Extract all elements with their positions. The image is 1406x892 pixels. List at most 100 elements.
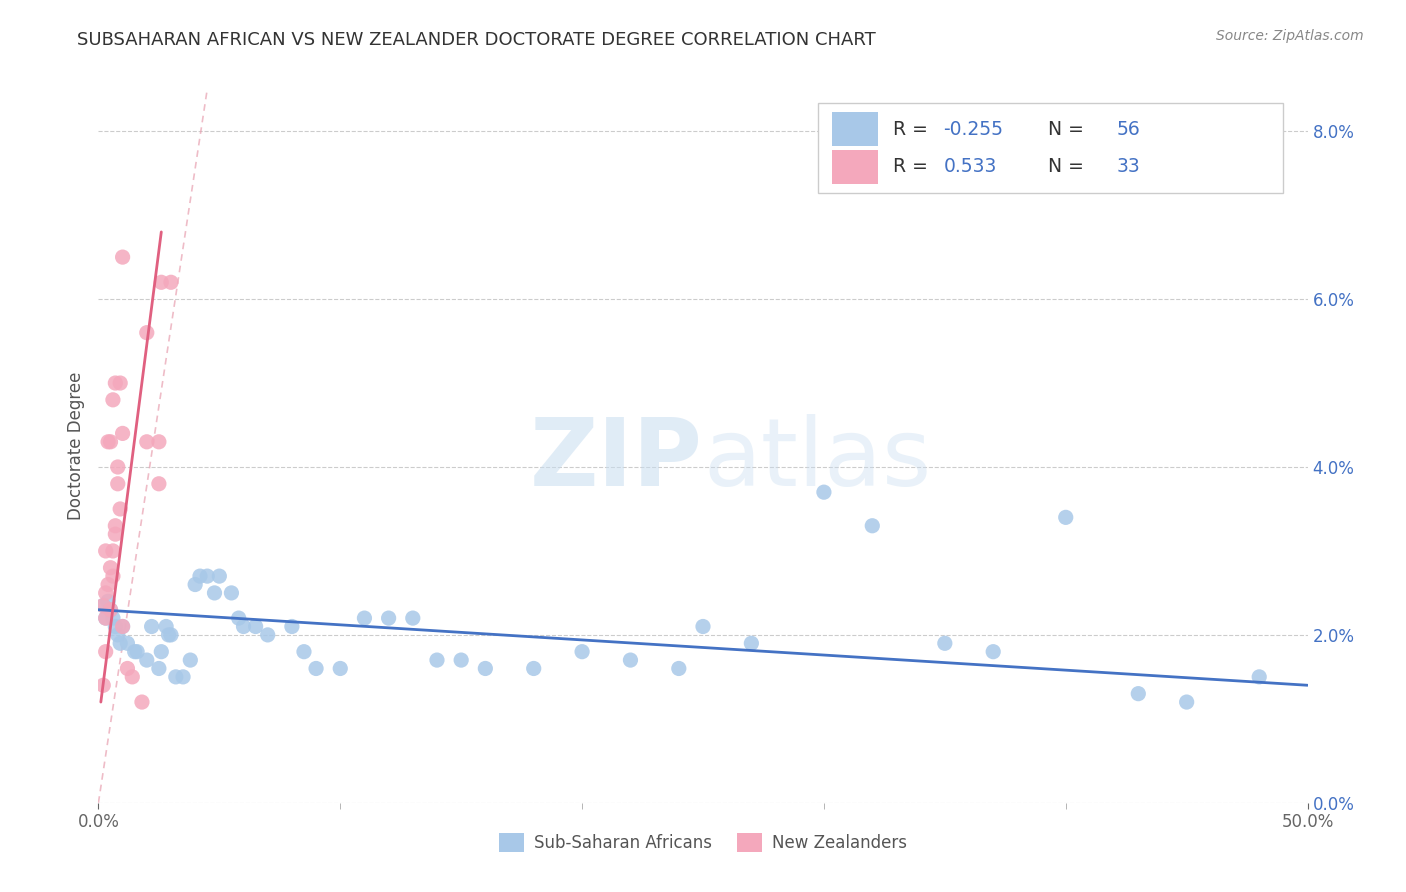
Point — [740, 636, 762, 650]
Text: 33: 33 — [1116, 158, 1140, 177]
Point — [208, 569, 231, 583]
Point — [101, 611, 124, 625]
Point — [245, 619, 267, 633]
Point — [117, 636, 139, 650]
Point — [813, 485, 835, 500]
Point — [981, 645, 1004, 659]
Point — [150, 645, 173, 659]
Point — [127, 645, 149, 659]
Point — [100, 560, 122, 574]
Y-axis label: Doctorate Degree: Doctorate Degree — [66, 372, 84, 520]
Text: SUBSAHARAN AFRICAN VS NEW ZEALANDER DOCTORATE DEGREE CORRELATION CHART: SUBSAHARAN AFRICAN VS NEW ZEALANDER DOCT… — [77, 31, 876, 49]
Point — [121, 670, 143, 684]
Point — [91, 678, 114, 692]
Point — [165, 670, 187, 684]
Point — [111, 426, 134, 441]
Point — [94, 544, 117, 558]
Point — [104, 527, 127, 541]
Point — [141, 619, 163, 633]
Point — [292, 645, 315, 659]
Point — [188, 569, 211, 583]
Point — [135, 434, 157, 449]
Point — [107, 476, 129, 491]
Point — [571, 645, 593, 659]
Point — [100, 434, 122, 449]
Point — [1128, 687, 1150, 701]
Point — [353, 611, 375, 625]
Point — [692, 619, 714, 633]
Point — [94, 611, 117, 625]
Point — [860, 518, 883, 533]
Point — [97, 577, 120, 591]
Point — [668, 661, 690, 675]
Point — [619, 653, 641, 667]
Point — [117, 661, 139, 675]
Point — [104, 619, 127, 633]
Point — [157, 628, 180, 642]
Point — [474, 661, 496, 675]
Point — [94, 611, 117, 625]
Point — [100, 603, 122, 617]
Point — [94, 586, 117, 600]
Text: N =: N = — [1035, 120, 1090, 138]
Point — [101, 544, 124, 558]
Point — [104, 376, 127, 390]
Point — [111, 619, 134, 633]
Point — [172, 670, 194, 684]
Point — [1249, 670, 1271, 684]
Point — [111, 250, 134, 264]
Text: N =: N = — [1035, 158, 1090, 177]
Point — [377, 611, 399, 625]
Point — [1175, 695, 1198, 709]
Point — [104, 518, 127, 533]
Text: Source: ZipAtlas.com: Source: ZipAtlas.com — [1216, 29, 1364, 43]
Point — [195, 569, 218, 583]
Point — [305, 661, 328, 675]
Text: 0.533: 0.533 — [943, 158, 997, 177]
FancyBboxPatch shape — [832, 112, 879, 146]
Text: R =: R = — [893, 158, 934, 177]
Point — [91, 599, 114, 613]
Point — [934, 636, 956, 650]
Point — [91, 599, 114, 613]
Point — [135, 326, 157, 340]
Point — [256, 628, 278, 642]
Point — [135, 653, 157, 667]
Point — [111, 619, 134, 633]
Point — [107, 460, 129, 475]
Text: atlas: atlas — [703, 414, 931, 507]
Point — [148, 434, 170, 449]
FancyBboxPatch shape — [818, 103, 1284, 193]
Point — [426, 653, 449, 667]
Point — [150, 275, 173, 289]
Point — [148, 476, 170, 491]
FancyBboxPatch shape — [832, 150, 879, 184]
Point — [450, 653, 472, 667]
Point — [97, 594, 120, 608]
Point — [402, 611, 425, 625]
Text: ZIP: ZIP — [530, 414, 703, 507]
Point — [155, 619, 177, 633]
Point — [160, 275, 183, 289]
Point — [97, 434, 120, 449]
Point — [108, 502, 131, 516]
Point — [184, 577, 207, 591]
Point — [107, 628, 129, 642]
Point — [108, 376, 131, 390]
Point — [281, 619, 304, 633]
Point — [523, 661, 546, 675]
Point — [228, 611, 250, 625]
Point — [94, 645, 117, 659]
Point — [160, 628, 183, 642]
Point — [101, 569, 124, 583]
Text: 56: 56 — [1116, 120, 1140, 138]
Point — [232, 619, 254, 633]
Point — [108, 636, 131, 650]
Point — [1054, 510, 1077, 524]
Point — [131, 695, 153, 709]
Point — [100, 603, 122, 617]
Point — [204, 586, 226, 600]
Point — [124, 645, 146, 659]
Text: R =: R = — [893, 120, 934, 138]
Point — [101, 392, 124, 407]
